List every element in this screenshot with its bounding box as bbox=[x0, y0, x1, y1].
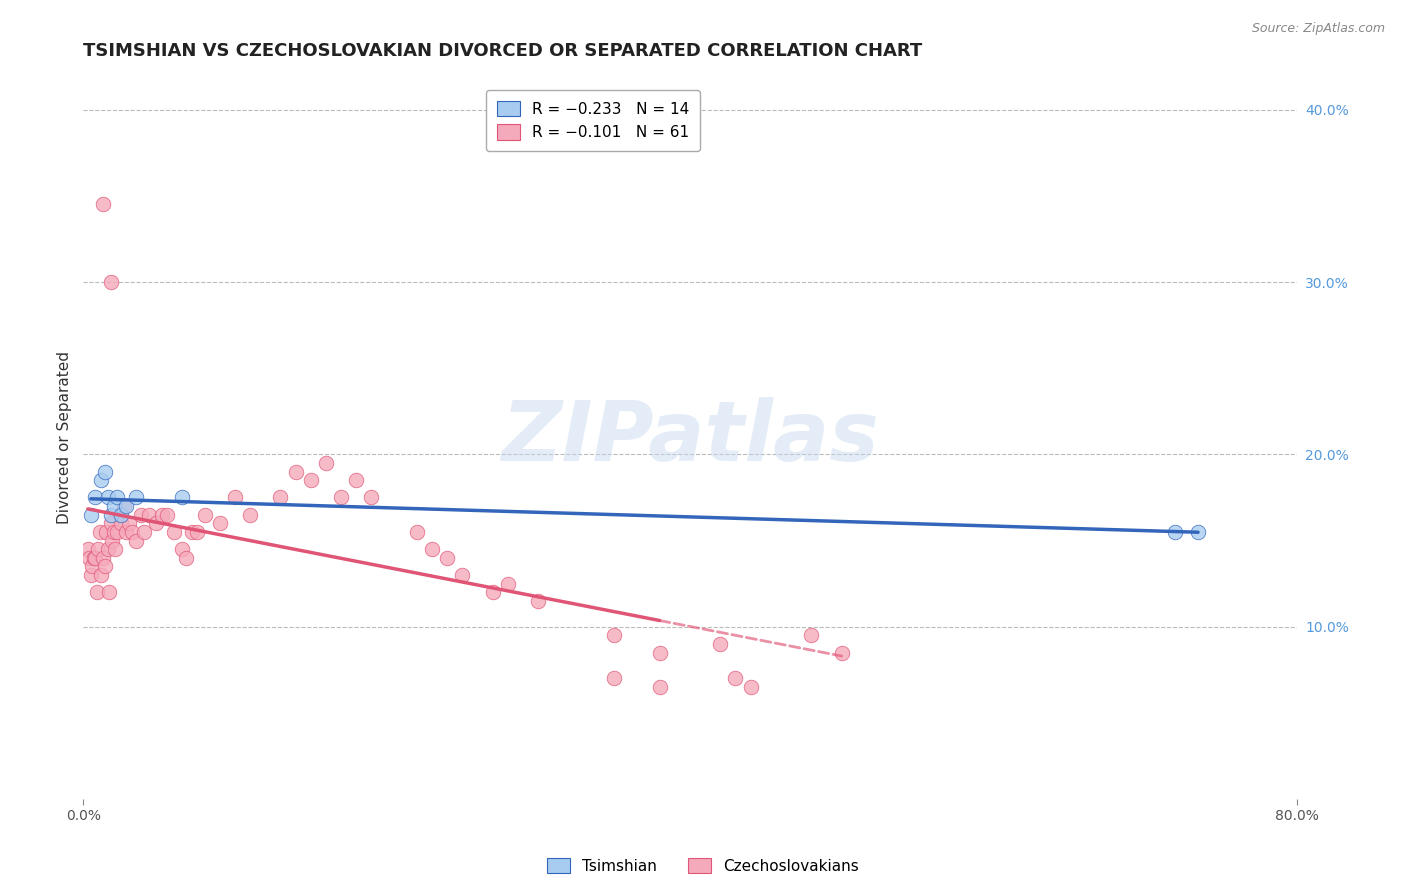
Point bbox=[648, 680, 671, 694]
Point bbox=[740, 680, 762, 694]
Point bbox=[90, 568, 112, 582]
Point bbox=[76, 542, 98, 557]
Point bbox=[84, 550, 107, 565]
Point bbox=[330, 491, 353, 505]
Point bbox=[87, 542, 110, 557]
Point bbox=[93, 465, 115, 479]
Point bbox=[186, 524, 208, 539]
Point bbox=[129, 508, 152, 522]
Point bbox=[121, 524, 143, 539]
Legend: R = −0.233   N = 14, R = −0.101   N = 61: R = −0.233 N = 14, R = −0.101 N = 61 bbox=[486, 90, 700, 151]
Point bbox=[114, 499, 136, 513]
Point bbox=[406, 524, 429, 539]
Point bbox=[800, 628, 823, 642]
Point bbox=[112, 499, 135, 513]
Point bbox=[284, 465, 307, 479]
Point bbox=[315, 456, 337, 470]
Point bbox=[145, 516, 167, 531]
Point bbox=[208, 516, 231, 531]
Point bbox=[709, 637, 731, 651]
Point bbox=[648, 646, 671, 660]
Point bbox=[93, 559, 115, 574]
Point bbox=[724, 672, 747, 686]
Point bbox=[108, 508, 131, 522]
Point bbox=[527, 594, 550, 608]
Point bbox=[481, 585, 503, 599]
Point bbox=[98, 585, 121, 599]
Point bbox=[299, 473, 322, 487]
Point bbox=[114, 524, 136, 539]
Point bbox=[84, 491, 107, 505]
Point bbox=[436, 550, 458, 565]
Point bbox=[831, 646, 853, 660]
Point bbox=[105, 491, 128, 505]
Point bbox=[79, 550, 101, 565]
Point bbox=[101, 533, 124, 548]
Point bbox=[103, 524, 125, 539]
Point bbox=[496, 576, 519, 591]
Point bbox=[105, 524, 128, 539]
Y-axis label: Divorced or Separated: Divorced or Separated bbox=[58, 351, 72, 524]
Point bbox=[86, 585, 108, 599]
Point bbox=[89, 524, 111, 539]
Point bbox=[118, 516, 141, 531]
Point bbox=[125, 491, 148, 505]
Point bbox=[269, 491, 291, 505]
Point bbox=[138, 508, 160, 522]
Point bbox=[132, 524, 155, 539]
Legend: Tsimshian, Czechoslovakians: Tsimshian, Czechoslovakians bbox=[541, 852, 865, 880]
Point bbox=[100, 508, 122, 522]
Point bbox=[239, 508, 262, 522]
Point bbox=[110, 508, 132, 522]
Point bbox=[170, 491, 193, 505]
Point bbox=[420, 542, 443, 557]
Point bbox=[1164, 524, 1187, 539]
Point bbox=[125, 533, 148, 548]
Point bbox=[603, 628, 626, 642]
Point bbox=[156, 508, 179, 522]
Point bbox=[91, 550, 114, 565]
Point bbox=[80, 568, 103, 582]
Point bbox=[194, 508, 217, 522]
Point bbox=[176, 550, 198, 565]
Point bbox=[96, 491, 118, 505]
Point bbox=[96, 542, 118, 557]
Point bbox=[80, 508, 103, 522]
Point bbox=[94, 524, 117, 539]
Point bbox=[103, 499, 125, 513]
Point bbox=[1187, 524, 1209, 539]
Point bbox=[181, 524, 204, 539]
Point bbox=[451, 568, 474, 582]
Point bbox=[104, 542, 127, 557]
Point bbox=[163, 524, 186, 539]
Point bbox=[100, 516, 122, 531]
Point bbox=[110, 516, 132, 531]
Point bbox=[360, 491, 382, 505]
Point bbox=[150, 508, 173, 522]
Point bbox=[603, 672, 626, 686]
Point bbox=[100, 275, 122, 289]
Point bbox=[170, 542, 193, 557]
Text: ZIPatlas: ZIPatlas bbox=[501, 397, 879, 477]
Text: Source: ZipAtlas.com: Source: ZipAtlas.com bbox=[1251, 22, 1385, 36]
Point bbox=[82, 559, 104, 574]
Text: TSIMSHIAN VS CZECHOSLOVAKIAN DIVORCED OR SEPARATED CORRELATION CHART: TSIMSHIAN VS CZECHOSLOVAKIAN DIVORCED OR… bbox=[83, 42, 922, 60]
Point bbox=[90, 473, 112, 487]
Point bbox=[224, 491, 246, 505]
Point bbox=[83, 550, 105, 565]
Point bbox=[91, 197, 114, 211]
Point bbox=[344, 473, 367, 487]
